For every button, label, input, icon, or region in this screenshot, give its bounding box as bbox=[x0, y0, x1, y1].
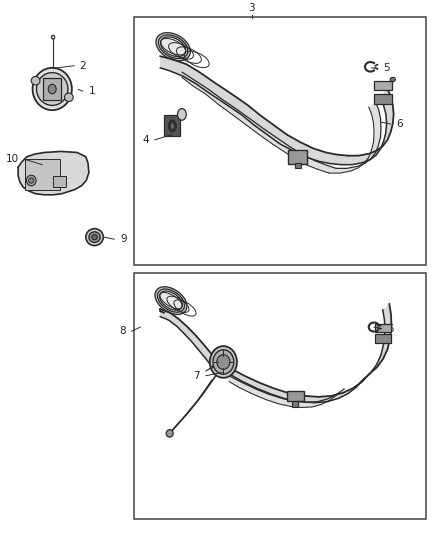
Polygon shape bbox=[182, 72, 336, 173]
Ellipse shape bbox=[210, 346, 237, 378]
Text: 10: 10 bbox=[6, 155, 19, 164]
Text: 1: 1 bbox=[88, 86, 95, 96]
Bar bbox=[43, 78, 61, 100]
Ellipse shape bbox=[89, 232, 100, 243]
Bar bbox=[375, 335, 391, 343]
Ellipse shape bbox=[161, 37, 186, 56]
Ellipse shape bbox=[156, 33, 191, 61]
Ellipse shape bbox=[31, 77, 40, 85]
Bar bbox=[25, 159, 60, 190]
Ellipse shape bbox=[48, 84, 56, 94]
Ellipse shape bbox=[86, 229, 103, 246]
Ellipse shape bbox=[177, 109, 186, 120]
Text: 8: 8 bbox=[120, 326, 126, 336]
Polygon shape bbox=[230, 368, 370, 403]
Polygon shape bbox=[341, 88, 394, 165]
Text: 2: 2 bbox=[80, 61, 86, 71]
Bar bbox=[134, 273, 426, 519]
Text: 9: 9 bbox=[120, 234, 127, 244]
Polygon shape bbox=[160, 56, 348, 165]
Ellipse shape bbox=[28, 178, 34, 183]
Ellipse shape bbox=[170, 123, 174, 130]
Ellipse shape bbox=[168, 120, 176, 132]
Ellipse shape bbox=[155, 287, 187, 314]
Ellipse shape bbox=[166, 430, 173, 437]
Polygon shape bbox=[229, 376, 344, 407]
Bar bbox=[288, 150, 307, 164]
Ellipse shape bbox=[158, 289, 184, 312]
Text: 4: 4 bbox=[142, 135, 149, 145]
Text: 3: 3 bbox=[248, 3, 255, 13]
Bar bbox=[292, 401, 298, 407]
Ellipse shape bbox=[217, 354, 230, 369]
Ellipse shape bbox=[32, 68, 72, 110]
Ellipse shape bbox=[36, 72, 68, 106]
Text: 5: 5 bbox=[387, 324, 394, 334]
Bar bbox=[374, 80, 392, 90]
Bar bbox=[287, 391, 304, 401]
Text: 6: 6 bbox=[396, 119, 403, 129]
Text: 7: 7 bbox=[194, 371, 200, 381]
Polygon shape bbox=[18, 151, 89, 195]
Bar bbox=[53, 176, 66, 188]
Bar bbox=[134, 17, 426, 265]
Ellipse shape bbox=[26, 175, 36, 186]
Polygon shape bbox=[167, 374, 217, 436]
Text: 5: 5 bbox=[383, 63, 390, 74]
Ellipse shape bbox=[64, 93, 73, 101]
Polygon shape bbox=[329, 102, 381, 173]
Ellipse shape bbox=[159, 35, 188, 59]
Bar bbox=[164, 116, 180, 135]
Ellipse shape bbox=[390, 77, 396, 82]
Ellipse shape bbox=[159, 291, 182, 310]
Polygon shape bbox=[363, 304, 392, 379]
Bar bbox=[374, 94, 392, 104]
Bar bbox=[294, 163, 300, 168]
Ellipse shape bbox=[92, 235, 97, 240]
Polygon shape bbox=[206, 362, 223, 371]
Ellipse shape bbox=[213, 350, 234, 374]
Polygon shape bbox=[160, 309, 217, 367]
Bar bbox=[375, 324, 391, 333]
